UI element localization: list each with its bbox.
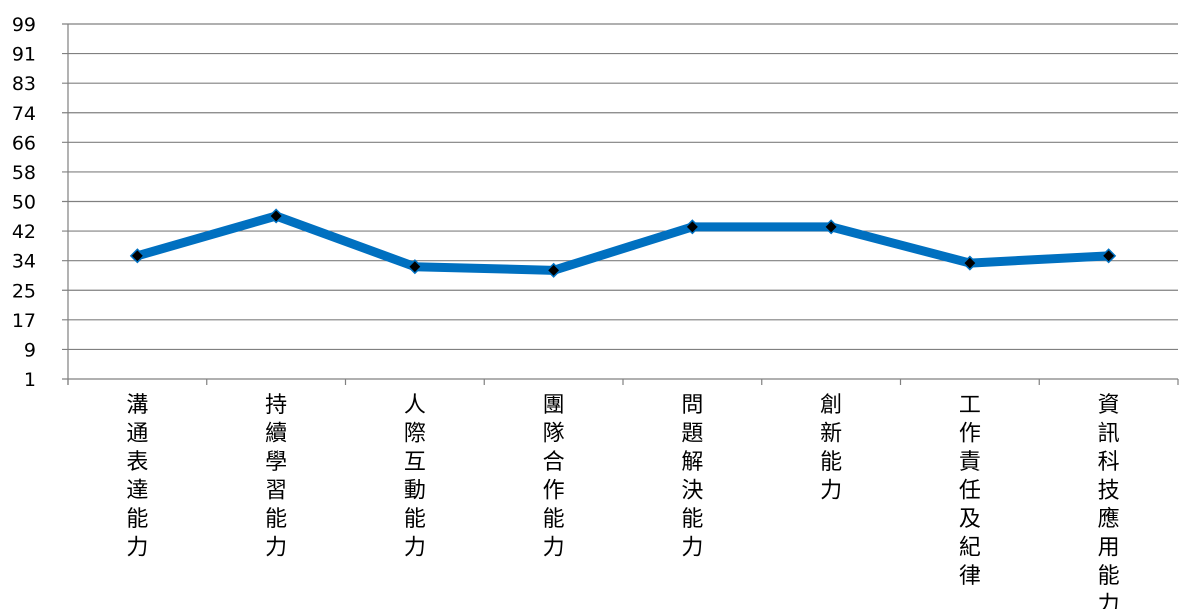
data-point: [129, 248, 145, 264]
y-tick-label: 42: [12, 221, 36, 243]
data-point: [823, 219, 839, 235]
data-point: [1101, 248, 1117, 264]
x-tick-label: 溝通表達能力: [126, 393, 148, 561]
y-tick-label: 74: [12, 103, 36, 125]
data-point: [407, 259, 423, 275]
series-group: [129, 208, 1117, 278]
x-tick-label: 持續學習能力: [265, 393, 287, 561]
y-tick-label: 25: [12, 280, 36, 302]
x-tick-label: 創新能力: [820, 393, 842, 504]
x-tick-label: 人際互動能力: [404, 393, 426, 561]
x-tick-label: 資訊科技應用能力: [1098, 393, 1120, 609]
data-point: [268, 208, 284, 224]
y-tick-label: 34: [12, 251, 36, 273]
y-tick-label: 66: [12, 132, 36, 154]
y-tick-label: 9: [24, 339, 36, 361]
y-tick-label: 83: [12, 73, 36, 95]
y-tick-label: 58: [12, 162, 36, 184]
x-axis: [67, 24, 1179, 385]
data-point: [546, 262, 562, 278]
data-point: [684, 219, 700, 235]
gridlines: [62, 23, 1178, 380]
x-tick-label: 團隊合作能力: [543, 393, 565, 561]
y-tick-label: 99: [12, 14, 36, 36]
y-tick-label: 91: [12, 44, 36, 66]
y-tick-label: 50: [12, 192, 36, 214]
y-axis-ticks: 1 9 17 25 34 42 50 58 66 74 83 91 99: [12, 14, 36, 391]
y-tick-label: 1: [24, 369, 36, 391]
x-tick-label: 問題解決能力: [681, 393, 703, 561]
y-tick-label: 17: [12, 310, 36, 332]
x-tick-label: 工作責任及紀律: [959, 393, 981, 589]
x-axis-labels: 溝通表達能力 持續學習能力 人際互動能力 團隊合作能力 問題解決能力 創新能力 工作責任及紀…: [126, 393, 1119, 609]
data-point: [962, 255, 978, 271]
series-line: [132, 211, 1114, 275]
